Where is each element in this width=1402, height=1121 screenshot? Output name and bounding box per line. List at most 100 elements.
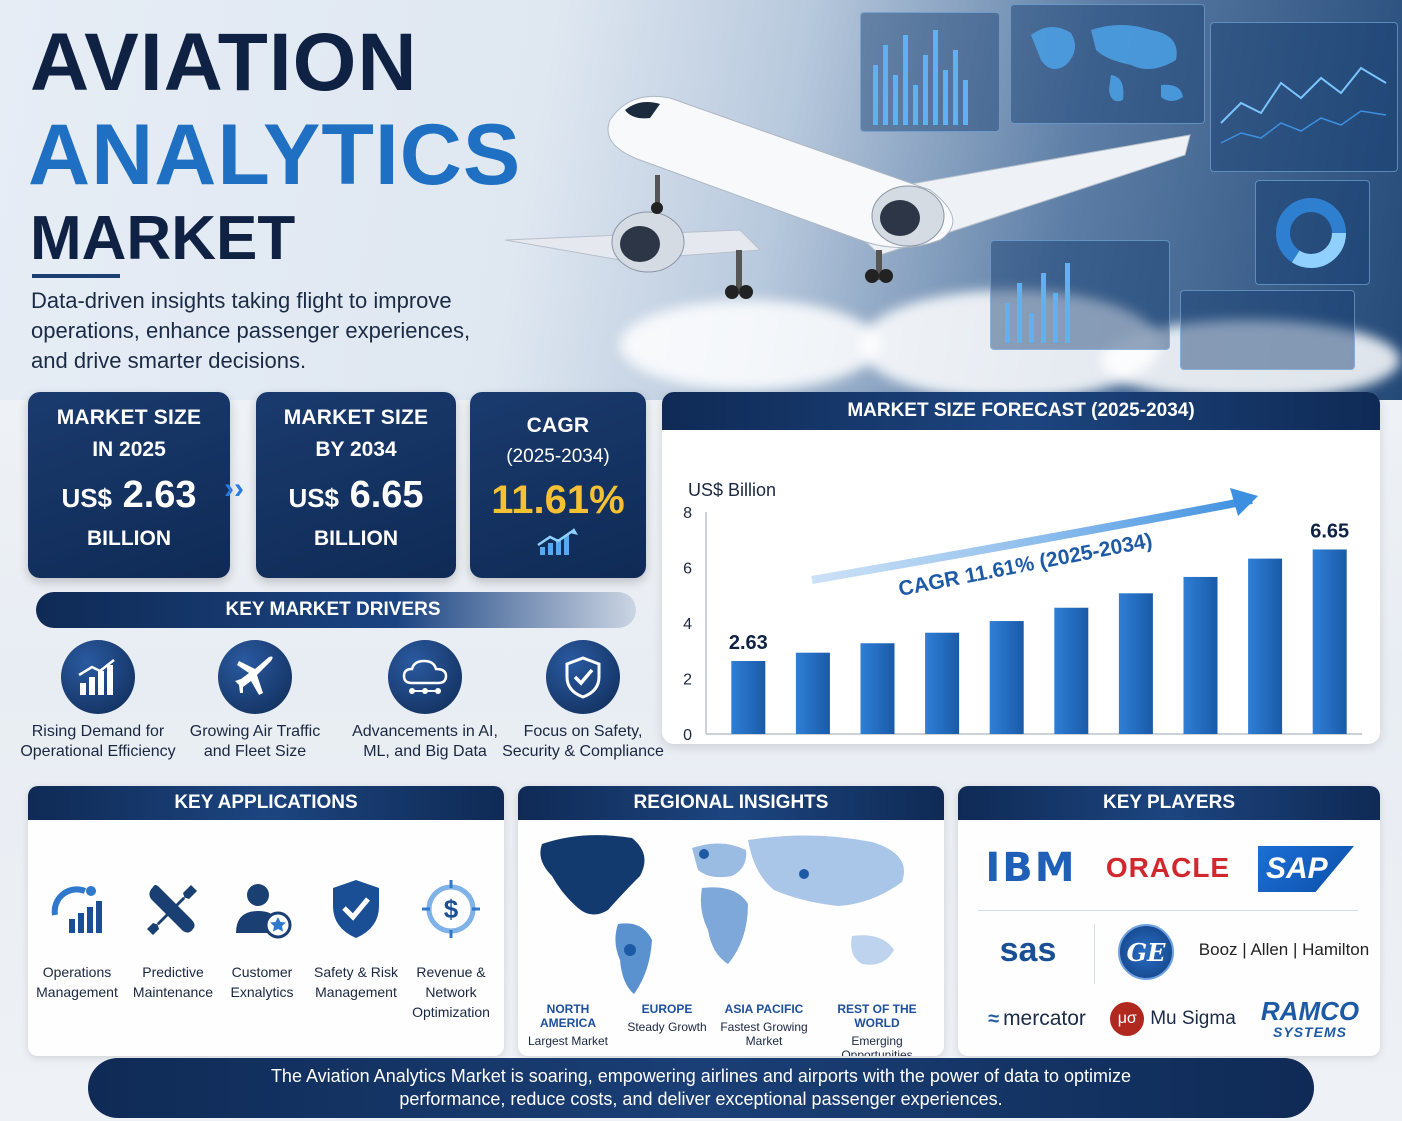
line-chart-panel — [1210, 22, 1398, 172]
application-item: Predictive Maintenance — [124, 876, 222, 1002]
wrench-screwdriver-icon — [124, 876, 222, 942]
page-title-line1: AVIATION — [30, 17, 418, 108]
application-label: Safety & Risk Management — [313, 964, 399, 1000]
bar-2033 — [1248, 558, 1283, 734]
footer-line: The Aviation Analytics Market is soaring… — [270, 1066, 1132, 1086]
ge-logo: GE — [1118, 924, 1174, 980]
operations-gauge-icon — [28, 876, 126, 942]
sas-logo: sas — [999, 930, 1057, 969]
card-label: MARKET SIZE — [283, 406, 429, 429]
world-map — [540, 835, 904, 994]
card-label: CAGR — [526, 414, 590, 437]
cloud — [1100, 320, 1400, 400]
sap-logo: SAP — [1258, 846, 1354, 892]
bar-chart: US$ Billion 2.636.65 2025202620272028202… — [683, 480, 1362, 744]
players-heading: KEY PLAYERS — [958, 786, 1380, 820]
driver-safety: Focus on Safety, Security & Compliance — [498, 640, 668, 762]
cagr-arrow-head — [1230, 488, 1258, 516]
mu-sigma-logo: μσ Mu Sigma — [1108, 996, 1238, 1042]
y-tick-label: 0 — [683, 727, 692, 744]
cagr-trend-arrow — [811, 496, 1253, 584]
bar-2029 — [989, 621, 1024, 734]
chevron-right-icon: ›› — [224, 472, 244, 505]
market-size-2025-card: MARKET SIZE IN 2025 US$ 2.63 BILLION — [28, 392, 230, 578]
bar-2027 — [860, 643, 895, 734]
drivers-heading: KEY MARKET DRIVERS — [36, 592, 636, 628]
customer-star-icon — [213, 876, 311, 942]
region-rest-of-world: REST OF THE WORLD Emerging Opportunities — [837, 1002, 917, 1056]
bar-2034 — [1312, 549, 1347, 734]
application-item: Safety & Risk Management — [307, 876, 405, 1002]
application-item: $ Revenue & Network Optimization — [398, 876, 504, 1022]
footer-line: performance, reduce costs, and deliver e… — [399, 1089, 1003, 1109]
card-unit: BILLION — [87, 527, 171, 550]
dashboard-panel — [860, 12, 1000, 132]
card-unit: BILLION — [314, 527, 398, 550]
application-item: Customer Exnalytics — [213, 876, 311, 1002]
bar-2028 — [925, 632, 960, 734]
bar-2025 — [731, 661, 766, 734]
mercator-logo: ≈ mercator — [988, 1007, 1086, 1030]
bar-2032 — [1183, 576, 1218, 734]
driver-air-traffic: Growing Air Traffic and Fleet Size — [170, 640, 340, 762]
shield-check-icon — [307, 876, 405, 942]
application-label: Revenue & Network Optimization — [412, 964, 490, 1020]
title-underline — [32, 274, 120, 278]
donut-panel — [1255, 180, 1370, 285]
bar-2026 — [795, 652, 830, 734]
cagr-card: CAGR (2025-2034) 11.61% — [470, 392, 646, 578]
market-size-2034-card: MARKET SIZE BY 2034 US$ 6.65 BILLION — [256, 392, 456, 578]
oracle-logo: ORACLE — [1105, 852, 1231, 883]
world-map-panel — [1010, 4, 1205, 124]
growth-arrow-icon — [537, 528, 578, 555]
cagr-value: 11.61% — [491, 478, 625, 522]
applications-heading: KEY APPLICATIONS — [28, 786, 504, 820]
card-value: US$ 2.63 — [61, 474, 197, 516]
card-label: BY 2034 — [315, 438, 397, 461]
driver-label: Advancements in AI, ML, and Big Data — [352, 723, 498, 760]
cloud-data-icon — [388, 640, 462, 714]
bar-2031 — [1118, 593, 1153, 734]
regional-insights-panel: REGIONAL INSIGHTS NORTH AMERICA Largest … — [518, 786, 944, 1056]
bar-2030 — [1054, 607, 1089, 734]
card-label: (2025-2034) — [506, 446, 610, 467]
booz-allen-hamilton-logo: Booz | Allen | Hamilton — [1198, 940, 1370, 959]
data-label: 2.63 — [729, 632, 768, 654]
shield-check-icon — [546, 640, 620, 714]
y-tick-label: 4 — [683, 616, 692, 633]
footer-banner: The Aviation Analytics Market is soaring… — [88, 1058, 1314, 1118]
driver-label: Rising Demand for Operational Efficiency — [20, 723, 176, 760]
cloud — [620, 300, 880, 390]
ramco-systems-logo: RAMCO SYSTEMS — [1260, 996, 1360, 1040]
driver-operational-efficiency: Rising Demand for Operational Efficiency — [13, 640, 183, 762]
application-item: Operations Management — [28, 876, 126, 1002]
dashboard-panel — [990, 240, 1170, 350]
y-tick-label: 6 — [683, 561, 692, 578]
card-label: IN 2025 — [92, 438, 166, 461]
page-subtitle: Data-driven insights taking flight to im… — [31, 288, 471, 373]
card-value: US$ 6.65 — [288, 474, 424, 516]
driver-label: Growing Air Traffic and Fleet Size — [189, 723, 321, 760]
key-players-panel: KEY PLAYERS IBM ORACLE SAP sas GE Booz |… — [958, 786, 1380, 1056]
svg-text:$: $ — [444, 894, 459, 924]
dollar-target-icon: $ — [398, 876, 504, 942]
divider — [1094, 924, 1095, 984]
region-europe: EUROPE Steady Growth — [627, 1002, 707, 1034]
application-label: Operations Management — [36, 964, 118, 1000]
divider — [978, 910, 1358, 911]
y-axis-label: US$ Billion — [688, 480, 776, 500]
airplane-illustration — [504, 95, 1191, 299]
driver-ai-ml: Advancements in AI, ML, and Big Data — [340, 640, 510, 762]
market-forecast-chart-panel: MARKET SIZE FORECAST (2025-2034) US$ Bil… — [662, 392, 1380, 744]
application-label: Customer Exnalytics — [230, 964, 294, 1000]
airplane-icon — [218, 640, 292, 714]
regions-heading: REGIONAL INSIGHTS — [518, 786, 944, 820]
data-label: 6.65 — [1310, 520, 1349, 542]
application-label: Predictive Maintenance — [132, 964, 214, 1000]
key-applications-panel: KEY APPLICATIONS Operations Management Pr… — [28, 786, 504, 1056]
page-title-line2: ANALYTICS — [28, 107, 522, 203]
rising-chart-icon — [61, 640, 135, 714]
page-title-line3: MARKET — [30, 204, 296, 273]
y-tick-label: 8 — [683, 505, 692, 522]
card-label: MARKET SIZE — [56, 406, 202, 429]
